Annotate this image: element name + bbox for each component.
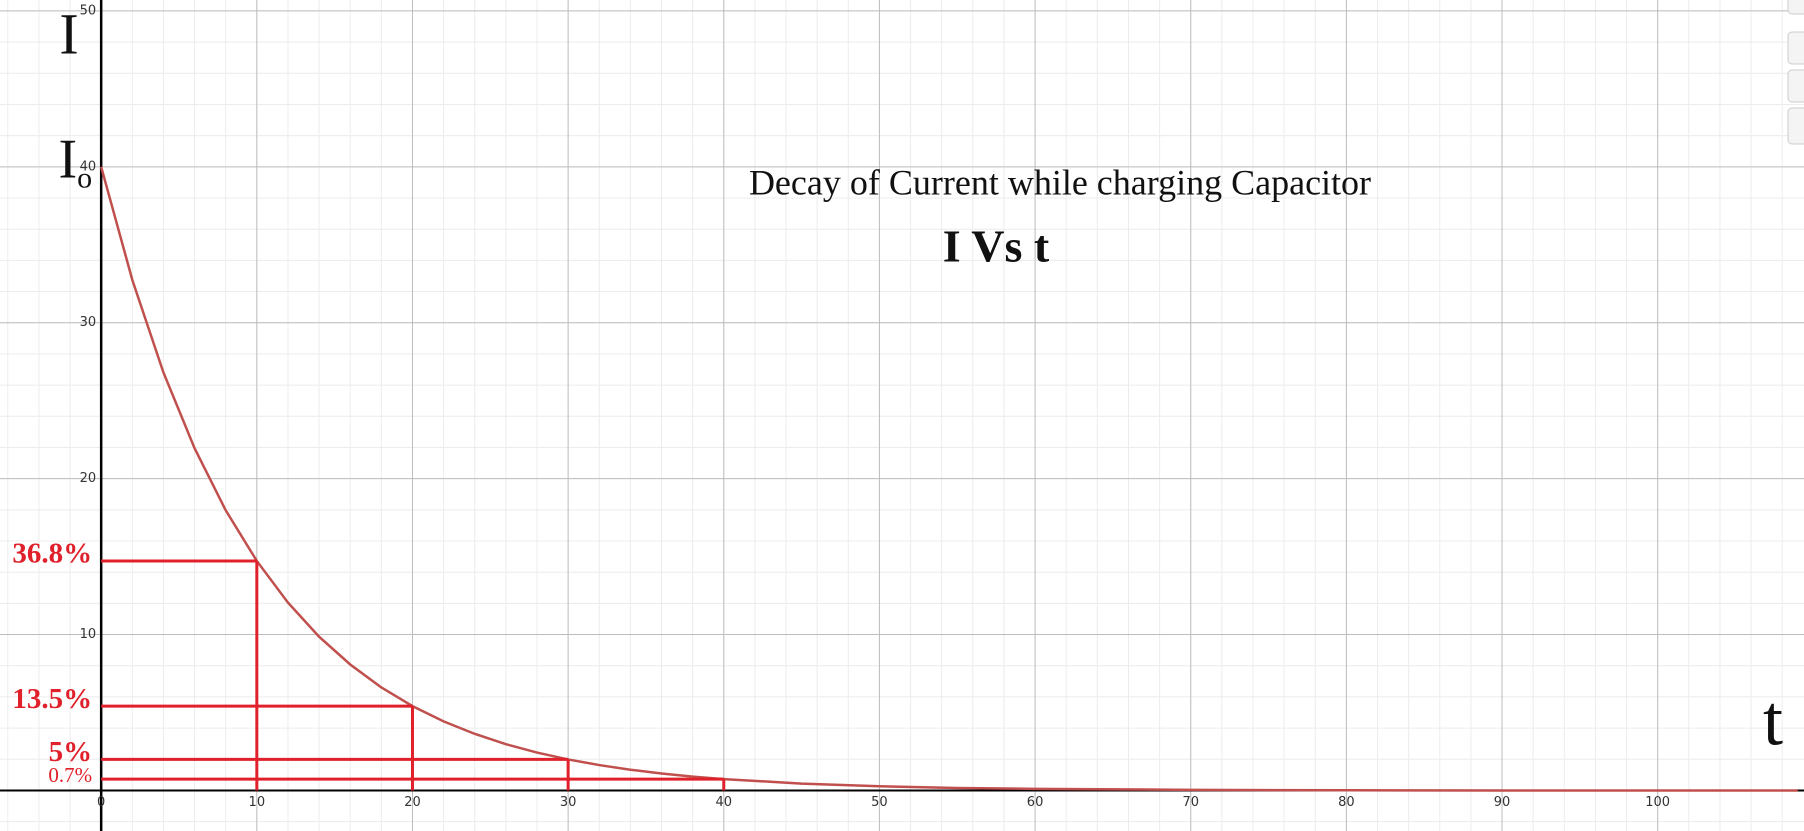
x-tick-label: 0 xyxy=(97,795,105,810)
x-tick-label: 70 xyxy=(1182,795,1199,810)
marker-label: 36.8% xyxy=(12,538,92,570)
i0-label: I xyxy=(59,129,78,191)
x-tick-label: 50 xyxy=(871,795,888,810)
i0-subscript: o xyxy=(77,162,92,195)
y-tick-label: 30 xyxy=(80,315,97,330)
zoom-controls xyxy=(1787,0,1804,145)
x-tick-label: 10 xyxy=(249,795,266,810)
zoom-out-button[interactable] xyxy=(1787,69,1804,103)
x-tick-label: 90 xyxy=(1494,795,1511,810)
y-tick-label: 40 xyxy=(80,159,97,174)
y-tick-label: 50 xyxy=(80,3,97,18)
chart-subtitle: I Vs t xyxy=(943,221,1050,272)
x-tick-label: 30 xyxy=(560,795,577,810)
x-tick-label: 20 xyxy=(404,795,421,810)
marker-label: 0.7% xyxy=(48,763,92,787)
y-tick-label: 20 xyxy=(80,471,97,486)
x-tick-label: 80 xyxy=(1338,795,1355,810)
marker-label: 13.5% xyxy=(12,683,92,715)
chart-title: Decay of Current while charging Capacito… xyxy=(749,162,1371,202)
y-axis-label: I xyxy=(59,1,78,66)
x-tick-label: 60 xyxy=(1027,795,1044,810)
home-button[interactable] xyxy=(1787,107,1804,145)
y-tick-label: 10 xyxy=(80,627,97,642)
plot xyxy=(99,166,1798,792)
x-tick-label: 100 xyxy=(1645,795,1670,810)
decay-curve xyxy=(99,166,1798,792)
x-axis-label: t xyxy=(1763,681,1783,761)
x-tick-label: 40 xyxy=(716,795,733,810)
zoom-in-button[interactable] xyxy=(1787,31,1804,65)
marker-label: 5% xyxy=(49,736,93,768)
settings-button[interactable] xyxy=(1787,0,1804,15)
